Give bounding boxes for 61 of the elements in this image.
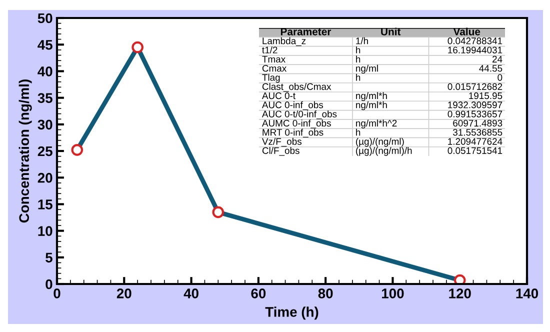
annotation: Lambda_z <box>262 37 306 46</box>
y-tick-label: 20 <box>38 172 52 183</box>
annotation: h <box>356 128 360 136</box>
y-tick-label: 45 <box>38 40 52 50</box>
annotation: 1932.309597 <box>448 102 502 108</box>
x-tick-label: 80 <box>318 288 333 298</box>
annotation: (µg)/(ng/ml)/h <box>356 147 412 156</box>
y-tick-label: 35 <box>38 93 52 103</box>
annotation: Clast_obs/Cmax <box>262 83 332 92</box>
annotation: 16.19944031 <box>448 46 502 54</box>
y-tick-label: 0 <box>46 279 52 290</box>
y-tick-label: 15 <box>38 200 52 210</box>
y-tick-label: 40 <box>38 66 52 76</box>
annotation: 24 <box>492 56 502 62</box>
x-tick-label: 100 <box>382 288 404 298</box>
annotation: AUC 0-t <box>262 92 296 100</box>
y-axis-title: Concentration (ng/ml) <box>18 80 32 223</box>
annotation: 60971.4893 <box>453 120 502 127</box>
category-label: Unit <box>381 28 401 36</box>
annotation: Cl/F_obs <box>262 147 300 156</box>
annotation: h <box>356 46 360 54</box>
x-tick-label: 40 <box>184 288 198 298</box>
annotation: MRT 0-inf_obs <box>262 128 324 138</box>
annotation: Cmax <box>262 64 287 72</box>
annotation: 1.209477624 <box>448 138 502 145</box>
y-tick-label: 10 <box>38 226 52 236</box>
x-tick-label: 120 <box>449 288 471 298</box>
x-tick-label: 140 <box>516 288 538 298</box>
annotation: AUMC 0-inf_obs <box>262 120 331 128</box>
annotation: 0.991533657 <box>448 110 502 118</box>
annotation: 0.015712682 <box>448 83 502 90</box>
annotation: 0 <box>498 74 502 81</box>
annotation: (µg)/(ng/ml) <box>356 138 404 147</box>
annotation: ng/ml*h <box>356 101 387 110</box>
annotation: AUC 0-t/0-inf_obs <box>262 110 337 120</box>
y-tick-label: 25 <box>38 146 52 156</box>
annotation: 1/h <box>356 37 368 44</box>
annotation: Tlag <box>262 74 280 83</box>
x-tick-label: 20 <box>116 288 132 298</box>
annotation: 44.55 <box>479 65 502 72</box>
annotation: t1/2 <box>262 46 278 54</box>
annotation: 31.5536855 <box>453 128 502 136</box>
annotation: 0.051751541 <box>448 147 502 154</box>
y-tick-label: 50 <box>38 13 52 24</box>
category-label: Parameter <box>280 28 332 36</box>
annotation: AUC 0-inf_obs <box>262 101 324 110</box>
annotation: h <box>356 74 360 81</box>
annotation: 0.042788341 <box>448 38 502 44</box>
x-tick-label: 0 <box>54 288 60 298</box>
x-axis-title: Time (h) <box>265 306 318 320</box>
y-tick-label: 5 <box>46 252 52 263</box>
y-tick-label: 30 <box>38 120 52 130</box>
category-label: Value <box>453 28 480 36</box>
annotation: ng/ml*h <box>356 92 387 101</box>
annotation: ng/ml <box>356 64 378 74</box>
annotation: Vz/F_obs <box>262 138 302 147</box>
x-tick-label: 60 <box>251 288 266 298</box>
annotation: Tmax <box>262 56 286 63</box>
annotation: h <box>356 56 360 62</box>
annotation: 1915.95 <box>469 92 502 100</box>
annotation: ng/ml*h^2 <box>356 120 397 128</box>
